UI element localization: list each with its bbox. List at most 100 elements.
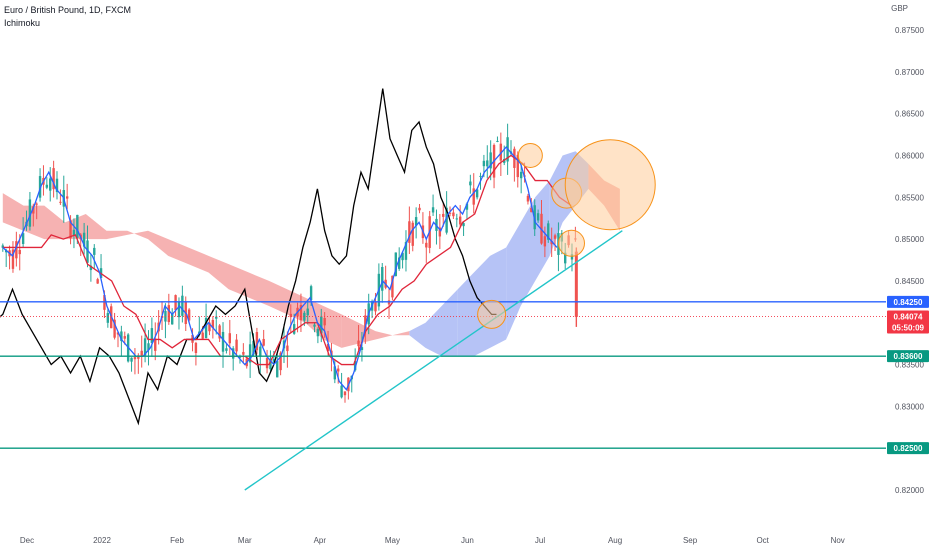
candle-body xyxy=(316,329,320,337)
candle-body xyxy=(59,201,62,203)
candle-body xyxy=(303,312,306,321)
x-tick-label: Mar xyxy=(238,536,252,545)
candle-body xyxy=(262,338,265,346)
candle-body xyxy=(82,232,86,247)
candle-body xyxy=(360,347,364,350)
x-tick-label: Dec xyxy=(20,536,34,545)
candle-body xyxy=(486,160,489,167)
kumo-cloud xyxy=(2,193,148,240)
x-tick-label: 2022 xyxy=(93,536,111,545)
candle-body xyxy=(570,254,574,260)
price-badge-blue-text: 0.84250 xyxy=(894,298,923,307)
candle-body xyxy=(45,184,49,188)
candle-body xyxy=(472,188,475,205)
candle-body xyxy=(167,305,171,323)
kumo-cloud xyxy=(409,289,458,357)
candle-body xyxy=(536,213,540,221)
candle-body xyxy=(333,366,337,380)
candle-body xyxy=(55,178,59,193)
highlight-circle[interactable] xyxy=(558,229,585,257)
candle-body xyxy=(235,339,238,352)
candle-body xyxy=(391,275,394,298)
highlight-circle[interactable] xyxy=(564,139,656,231)
candle-body xyxy=(394,252,398,277)
last-candle-body xyxy=(574,251,578,317)
candle-body xyxy=(323,318,326,326)
trendline[interactable] xyxy=(244,230,623,491)
y-tick-label: 0.85000 xyxy=(895,235,924,244)
candle-body xyxy=(174,295,177,310)
candle-body xyxy=(137,355,140,359)
candle-body xyxy=(418,207,421,211)
highlight-circle[interactable] xyxy=(477,299,507,329)
y-tick-label: 0.84500 xyxy=(895,277,924,286)
candle-body xyxy=(72,229,76,236)
candle-body xyxy=(442,213,445,217)
price-badge-green-lower-text: 0.82500 xyxy=(894,444,923,453)
y-tick-label: 0.82000 xyxy=(895,486,924,495)
candle-body xyxy=(265,357,269,369)
candle-body xyxy=(397,257,401,269)
candle-body xyxy=(171,313,174,325)
candle-body xyxy=(96,279,99,284)
candle-body xyxy=(455,218,458,220)
candle-body xyxy=(147,343,150,351)
candle-body xyxy=(364,315,367,331)
price-badge-green-upper-text: 0.83600 xyxy=(894,352,923,361)
candle-body xyxy=(11,249,15,269)
candle-body xyxy=(69,220,72,239)
candle-body xyxy=(299,305,303,321)
candle-body xyxy=(1,245,5,248)
candle-body xyxy=(425,242,428,248)
candle-body xyxy=(242,351,245,355)
candle-body xyxy=(35,203,38,205)
y-tick-label: 0.83500 xyxy=(895,361,924,370)
price-badge-last-text: 0.84074 xyxy=(894,313,923,322)
candle-body xyxy=(404,241,408,260)
y-tick-label: 0.86500 xyxy=(895,110,924,119)
candle-body xyxy=(343,391,347,396)
candle-body xyxy=(553,235,557,239)
y-tick-label: 0.86000 xyxy=(895,151,924,160)
currency-label: GBP xyxy=(891,4,908,13)
candle-body xyxy=(49,178,52,191)
candle-body xyxy=(204,317,208,338)
candle-body xyxy=(133,357,137,360)
candle-body xyxy=(292,324,296,334)
candle-body xyxy=(340,385,343,398)
candle-body xyxy=(526,195,530,202)
candle-body xyxy=(279,352,282,371)
candle-body xyxy=(289,313,292,318)
candle-body xyxy=(255,332,259,351)
candle-body xyxy=(215,316,218,319)
x-tick-label: Feb xyxy=(170,536,184,545)
price-badge-last-countdown: 05:50:09 xyxy=(892,324,925,333)
candle-body xyxy=(225,348,228,351)
x-tick-label: Apr xyxy=(314,536,327,545)
candle-body xyxy=(550,240,553,245)
candle-body xyxy=(93,247,96,255)
candle-body xyxy=(458,216,462,225)
candle-body xyxy=(194,342,198,354)
candle-body xyxy=(38,176,42,198)
candle-body xyxy=(431,207,435,213)
candle-body xyxy=(320,316,323,334)
highlight-circle[interactable] xyxy=(517,142,543,168)
kijun-sen-line xyxy=(2,154,572,366)
candle-body xyxy=(381,267,384,291)
candle-body xyxy=(286,345,289,352)
candle-body xyxy=(248,344,252,363)
candle-body xyxy=(65,196,69,199)
candle-body xyxy=(211,319,215,329)
candle-body xyxy=(475,189,479,198)
candle-body xyxy=(231,348,235,359)
price-badge-last xyxy=(887,310,929,334)
x-tick-label: Oct xyxy=(756,536,769,545)
candle-body xyxy=(448,212,452,214)
candle-body xyxy=(445,207,448,233)
symbol-title: Euro / British Pound, 1D, FXCM xyxy=(4,5,132,15)
candle-body xyxy=(143,338,147,356)
candle-body xyxy=(140,350,143,357)
candle-body xyxy=(326,343,330,352)
